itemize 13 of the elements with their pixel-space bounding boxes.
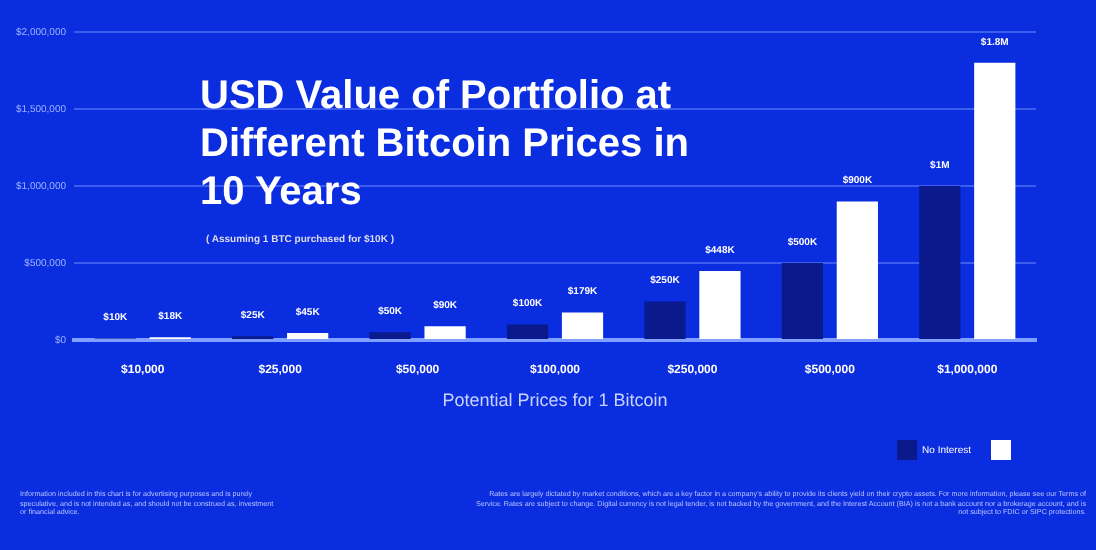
bar [287, 333, 329, 339]
bar [424, 326, 466, 339]
bar [369, 332, 411, 339]
bar [781, 263, 823, 339]
bar [699, 271, 741, 339]
text: USD Value of Portfolio at Different Bitcoin Prices in 10 Years [200, 72, 691, 216]
bar [836, 201, 878, 339]
bar [561, 312, 604, 339]
bar [506, 324, 549, 339]
x-axis-title: Potential Prices for 1 Bitcoin [442, 390, 668, 411]
bar [919, 186, 961, 339]
bar [644, 301, 686, 339]
bar [974, 62, 1016, 339]
